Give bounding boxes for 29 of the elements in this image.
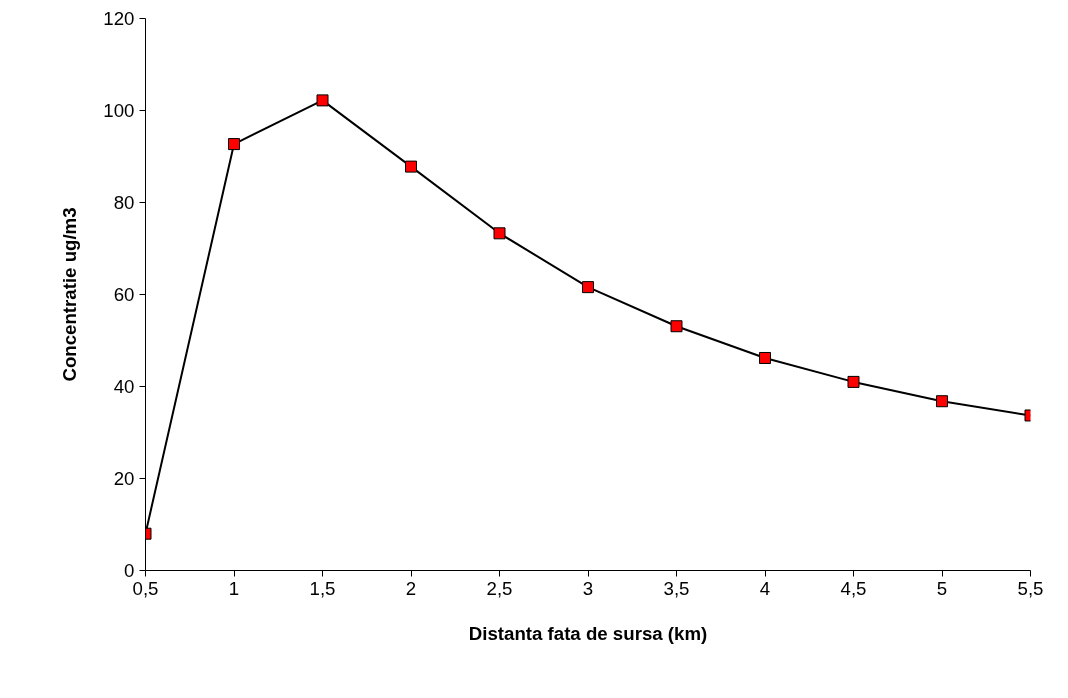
x-axis-title: Distanta fata de sursa (km) [468, 622, 708, 644]
point [759, 351, 771, 364]
x-tick-label: 4,5 [840, 577, 867, 599]
x-tick-label: 4 [759, 577, 771, 599]
point [670, 320, 683, 333]
x-tick-label: 5 [936, 577, 948, 599]
point [936, 395, 948, 408]
x-tick-label: 5,5 [1017, 577, 1044, 599]
point [582, 281, 594, 294]
point [316, 94, 329, 107]
x-tick-label: 1,5 [309, 577, 336, 599]
y-tick-label: 120 [103, 8, 135, 29]
y-tick-label: 40 [113, 376, 135, 397]
y-tick-label: 20 [113, 468, 135, 489]
point [228, 138, 240, 151]
y-tick-label: 60 [113, 284, 135, 305]
x-tick-label: 2,5 [486, 577, 513, 599]
x-tick-label: 2 [405, 577, 417, 599]
x-tick-label: 3,5 [663, 577, 690, 599]
y-tick-label: 0 [124, 560, 135, 581]
y-tick-label: 80 [113, 192, 135, 213]
x-tick-label: 1 [228, 577, 240, 599]
x-tick-label: 0,5 [132, 577, 159, 599]
point [405, 160, 417, 173]
point [847, 375, 860, 388]
y-tick-label: 100 [103, 100, 135, 121]
x-tick-label: 3 [582, 577, 594, 599]
y-axis-title: Concentratie ug/m3 [59, 207, 81, 382]
point [493, 227, 506, 240]
